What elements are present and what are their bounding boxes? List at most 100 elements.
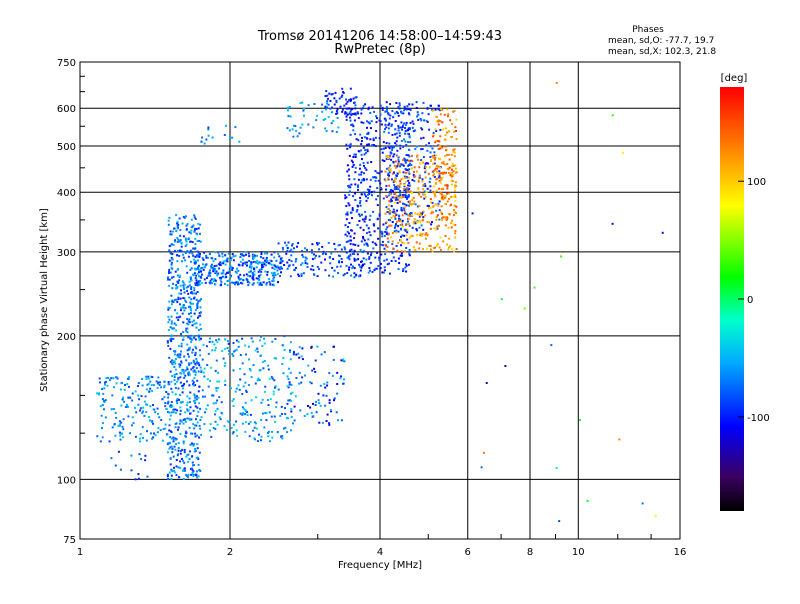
data-point: [389, 188, 392, 191]
data-point: [403, 183, 406, 186]
data-point: [348, 99, 351, 101]
data-point: [182, 372, 185, 375]
data-point: [429, 201, 432, 204]
data-point: [176, 454, 179, 457]
data-point: [169, 347, 172, 350]
data-point: [227, 342, 230, 345]
data-point: [432, 211, 435, 214]
data-point: [182, 297, 185, 299]
data-point: [252, 282, 255, 285]
data-point: [222, 260, 225, 263]
data-point: [232, 342, 235, 344]
data-point: [265, 411, 268, 414]
data-point: [332, 119, 335, 122]
data-point: [194, 217, 197, 220]
data-point: [345, 98, 348, 101]
data-point: [448, 197, 451, 200]
data-point: [418, 213, 421, 216]
data-point: [194, 284, 197, 286]
data-point: [275, 259, 278, 262]
data-point: [422, 228, 425, 231]
data-point: [172, 455, 175, 458]
data-point: [407, 242, 410, 244]
data-point: [314, 370, 317, 373]
data-point: [405, 108, 408, 111]
data-point: [404, 177, 407, 179]
data-point: [180, 361, 183, 364]
data-point: [199, 267, 202, 270]
data-point: [423, 193, 426, 196]
data-point: [164, 402, 167, 404]
data-point: [341, 108, 344, 111]
data-point: [174, 426, 177, 429]
data-point: [452, 170, 455, 173]
data-point: [280, 267, 283, 270]
data-point: [289, 275, 292, 278]
data-point: [375, 176, 378, 179]
data-point: [283, 335, 286, 338]
data-point: [361, 218, 364, 221]
data-point: [362, 104, 365, 107]
data-point: [420, 235, 423, 237]
data-point: [288, 383, 291, 386]
data-point: [199, 354, 202, 357]
data-point: [171, 451, 174, 454]
data-point: [385, 195, 388, 198]
data-point: [222, 271, 225, 274]
data-point: [273, 268, 276, 271]
data-point: [232, 423, 235, 426]
data-point: [134, 435, 137, 438]
data-point: [504, 365, 507, 367]
data-point: [311, 265, 314, 267]
data-point: [199, 314, 202, 317]
data-point: [170, 303, 173, 306]
data-point: [188, 251, 191, 254]
data-point: [179, 297, 182, 300]
data-point: [437, 123, 440, 126]
data-point: [353, 232, 356, 235]
data-point: [422, 210, 425, 213]
data-point: [365, 224, 368, 227]
data-point: [385, 167, 388, 170]
data-point: [416, 213, 419, 216]
data-point: [319, 404, 322, 407]
data-point: [191, 472, 194, 475]
data-point: [232, 255, 235, 258]
data-point: [266, 252, 269, 255]
data-point: [288, 399, 291, 402]
data-point: [341, 110, 344, 113]
data-point: [150, 383, 153, 386]
data-point: [226, 347, 229, 349]
data-point: [163, 384, 166, 387]
data-point: [123, 388, 126, 391]
data-point: [110, 377, 113, 380]
data-point: [324, 105, 327, 108]
data-point: [381, 235, 384, 238]
data-point: [443, 138, 446, 141]
data-point: [281, 260, 284, 263]
data-point: [142, 406, 145, 409]
data-point: [406, 238, 409, 241]
data-point: [401, 177, 404, 180]
data-point: [622, 151, 624, 154]
data-point: [352, 97, 355, 100]
data-point: [419, 176, 421, 179]
data-point: [242, 254, 245, 257]
data-point: [204, 264, 207, 267]
data-point: [349, 146, 352, 149]
data-point: [173, 227, 176, 230]
data-point: [337, 419, 339, 422]
data-point: [335, 110, 338, 113]
data-point: [361, 158, 363, 161]
data-point: [350, 108, 353, 111]
data-point: [444, 216, 447, 219]
data-point: [166, 475, 169, 478]
data-point: [180, 292, 183, 295]
data-point: [351, 112, 354, 115]
data-point: [219, 418, 222, 421]
data-point: [255, 277, 258, 280]
data-point: [453, 204, 456, 207]
data-point: [286, 127, 289, 130]
data-point: [245, 389, 248, 392]
data-point: [342, 382, 345, 385]
